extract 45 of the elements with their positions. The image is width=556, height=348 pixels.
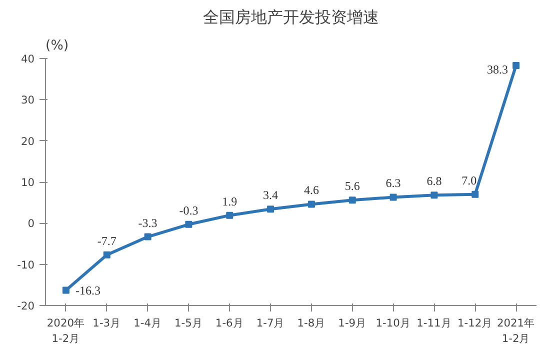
x-tick-label: 1-10月: [376, 316, 411, 330]
y-tick-label: -10: [17, 258, 35, 272]
x-tick-label: 2021年 1-2月: [496, 316, 536, 346]
data-label: 38.3: [487, 62, 508, 76]
x-tick-label: 1-4月: [134, 316, 162, 330]
point: [512, 62, 520, 69]
data-label: 5.6: [344, 179, 360, 194]
point: [472, 190, 479, 198]
x-tick-label: 1-6月: [215, 316, 244, 330]
y-tick-label: 0: [28, 217, 35, 230]
point: [226, 212, 234, 219]
data-label: -0.3: [179, 203, 198, 218]
point: [185, 220, 192, 228]
data-label: 7.0: [462, 173, 477, 188]
x-tick-label: 1-3月: [92, 316, 122, 330]
y-tick-label: 30: [20, 94, 35, 107]
x-tick-label: 1-9月: [338, 316, 367, 330]
x-tick-label: 2020年 1-2月: [46, 316, 86, 346]
point: [144, 233, 152, 240]
x-tick-label: 1-5月: [174, 316, 203, 330]
point: [308, 200, 315, 208]
point: [62, 286, 70, 294]
x-tick-label: 1-7月: [256, 316, 285, 330]
y-tick-label: 10: [20, 176, 35, 189]
point: [267, 206, 274, 213]
x-tick-label: 1-8月: [297, 316, 326, 330]
data-label: 1.9: [222, 194, 238, 208]
y-tick-label: -20: [17, 300, 35, 312]
data-label: 6.8: [426, 174, 442, 188]
data-label: -3.3: [138, 216, 158, 230]
data-label: -7.7: [97, 234, 116, 248]
y-tick-label: 40: [20, 52, 35, 66]
data-label: 3.4: [263, 188, 278, 202]
point: [390, 194, 397, 201]
data-label: -16.3: [75, 283, 100, 298]
y-axis-title: (%): [46, 38, 69, 54]
point: [103, 251, 110, 258]
y-tick-label: 20: [20, 134, 35, 148]
chart-title: 全国房地产开发投资增速: [203, 8, 379, 26]
data-label: 6.3: [386, 176, 401, 190]
point: [430, 192, 438, 199]
x-tick-label: 1-11月: [416, 316, 452, 330]
data-label: 4.6: [304, 183, 319, 198]
point: [348, 196, 356, 204]
x-tick-label: 1-12月: [458, 316, 493, 330]
